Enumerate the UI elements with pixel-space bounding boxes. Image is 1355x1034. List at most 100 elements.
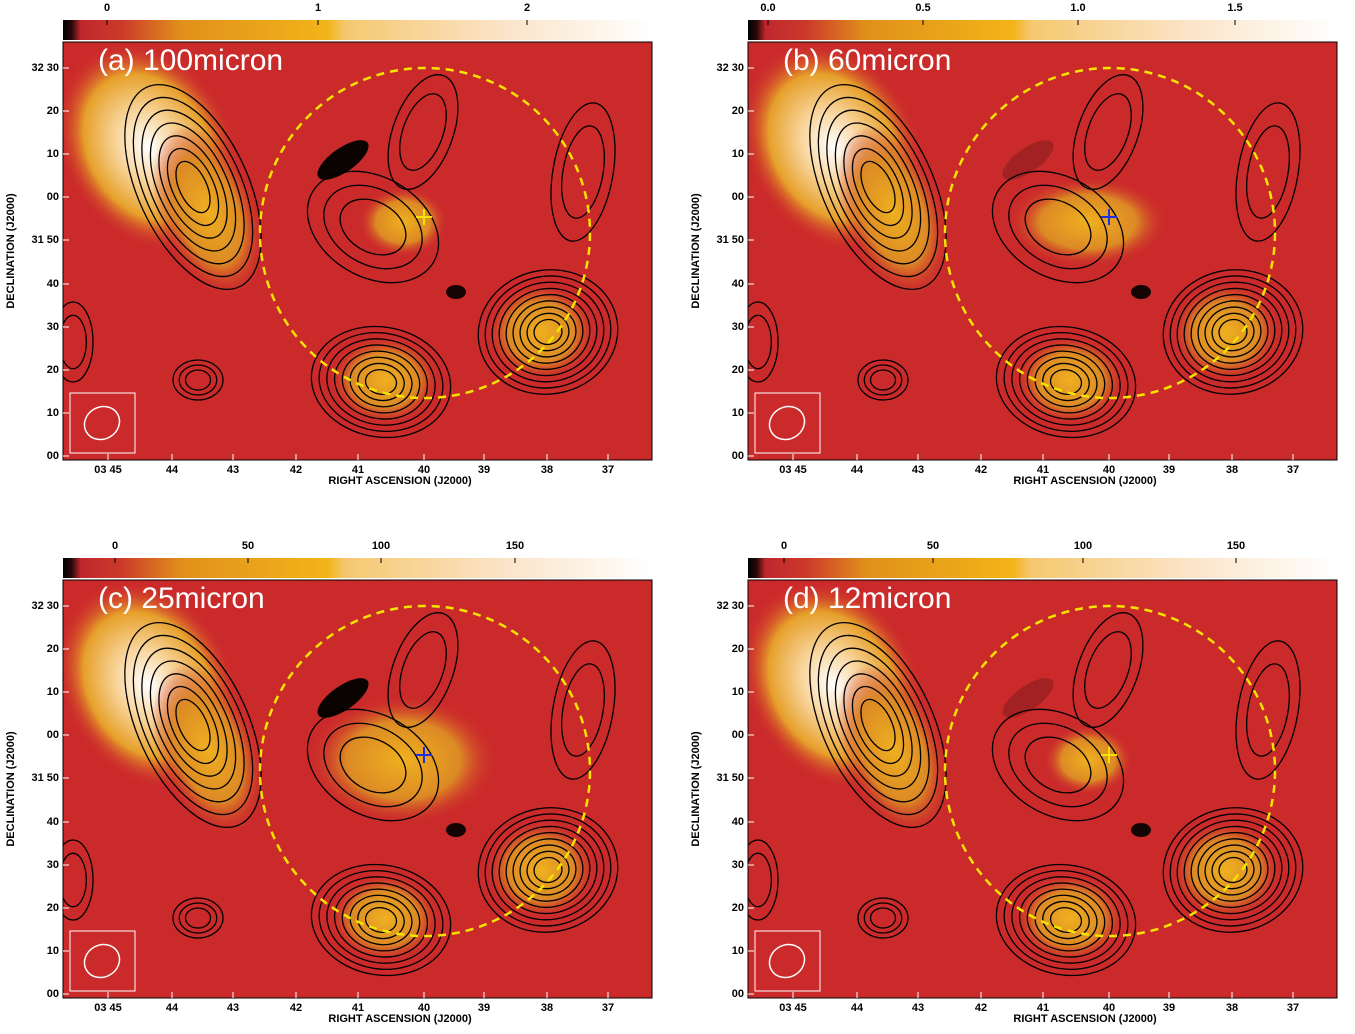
- dark-spot: [446, 285, 466, 299]
- contour: [318, 870, 444, 970]
- contour: [484, 813, 612, 927]
- colorbar-tick-label: 1.0: [1070, 2, 1085, 14]
- dark-spot: [1002, 140, 1054, 180]
- contour: [326, 876, 436, 964]
- contour: [748, 852, 772, 908]
- contour: [178, 902, 218, 934]
- y-tick-label: 20: [47, 902, 59, 914]
- contour: [995, 325, 1137, 439]
- contour: [1042, 900, 1090, 940]
- contour: [809, 83, 947, 291]
- contour: [1235, 102, 1301, 242]
- contour: [141, 647, 245, 803]
- region-circle: [943, 66, 1277, 400]
- y-tick-label: 30: [47, 321, 59, 333]
- contour: [1026, 888, 1106, 952]
- x-tick-label: 42: [975, 464, 987, 476]
- contour: [1246, 125, 1290, 219]
- image: [63, 42, 652, 460]
- contour: [141, 109, 245, 265]
- x-tick-label: 42: [290, 1002, 302, 1014]
- contour: [863, 364, 903, 396]
- contour: [63, 314, 87, 370]
- dark-spot: [1002, 678, 1054, 718]
- contour: [1011, 338, 1121, 426]
- dark-spot: [1131, 285, 1151, 299]
- x-tick-label: 40: [1103, 464, 1115, 476]
- contour: [175, 698, 211, 752]
- y-tick-label: 31 50: [31, 772, 59, 784]
- contour: [519, 306, 577, 358]
- contour: [1204, 844, 1262, 896]
- contour: [1218, 318, 1248, 346]
- contour: [349, 356, 413, 408]
- contour: [869, 369, 897, 391]
- image: [63, 580, 652, 998]
- y-axis-label: DECLINATION (J2000): [5, 731, 17, 847]
- x-tick-label: 38: [1226, 464, 1238, 476]
- contour: [184, 907, 212, 929]
- y-tick-label: 30: [732, 321, 744, 333]
- x-tick-label: 40: [418, 1002, 430, 1014]
- panel: 0 50 100 150 (d) 12micron 03 45 44 43 42 41 40 39 38…: [690, 540, 1338, 1025]
- contour: [149, 122, 237, 252]
- contour: [357, 362, 405, 402]
- dark-spot: [446, 823, 466, 837]
- dark-spot: [1131, 823, 1151, 837]
- x-tick-label: 38: [1226, 1002, 1238, 1014]
- contour: [748, 301, 779, 383]
- y-tick-label: 00: [732, 988, 744, 1000]
- y-tick-label: 30: [732, 859, 744, 871]
- contour: [1169, 275, 1297, 389]
- contour: [1072, 612, 1144, 728]
- contour: [341, 888, 421, 952]
- x-tick-label: 37: [602, 464, 614, 476]
- contour: [158, 135, 228, 239]
- contour: [834, 122, 922, 252]
- contour: [826, 647, 930, 803]
- y-tick-label: 10: [47, 148, 59, 160]
- contour: [550, 102, 616, 242]
- y-tick-label: 00: [732, 729, 744, 741]
- contour: [63, 839, 94, 921]
- y-tick-label: 10: [47, 686, 59, 698]
- source: [308, 695, 498, 825]
- contour: [1049, 369, 1083, 395]
- contour: [851, 685, 905, 765]
- y-axis-label: DECLINATION (J2000): [690, 193, 702, 309]
- beam-box: [754, 392, 821, 454]
- contour: [333, 344, 429, 420]
- contour: [1162, 807, 1304, 933]
- beam: [83, 405, 121, 441]
- contour: [1190, 293, 1276, 371]
- contour: [399, 93, 447, 171]
- contour: [1218, 856, 1248, 884]
- contour: [491, 819, 605, 921]
- x-tick-label: 41: [352, 464, 364, 476]
- region-circle: [943, 604, 1277, 938]
- x-tick-label: 42: [975, 1002, 987, 1014]
- region-circle: [258, 604, 592, 938]
- y-tick-label: 20: [732, 364, 744, 376]
- colorbar-tick-label: 1: [315, 2, 321, 14]
- contour: [184, 369, 212, 391]
- contour: [318, 332, 444, 432]
- contour: [505, 831, 591, 909]
- contour: [843, 673, 913, 777]
- contour: [826, 109, 930, 265]
- y-tick-label: 40: [732, 816, 744, 828]
- contour: [323, 184, 423, 270]
- contour: [869, 907, 897, 929]
- x-tick-label: 44: [166, 464, 179, 476]
- contour: [63, 301, 94, 383]
- image: [748, 580, 1337, 998]
- x-tick-label: 37: [1287, 1002, 1299, 1014]
- contour: [484, 275, 612, 389]
- contour: [561, 125, 605, 219]
- contour: [526, 850, 570, 890]
- contour: [172, 359, 224, 401]
- contour: [124, 83, 262, 291]
- contour: [1183, 287, 1283, 377]
- contour: [357, 900, 405, 940]
- x-tick-label: 38: [541, 1002, 553, 1014]
